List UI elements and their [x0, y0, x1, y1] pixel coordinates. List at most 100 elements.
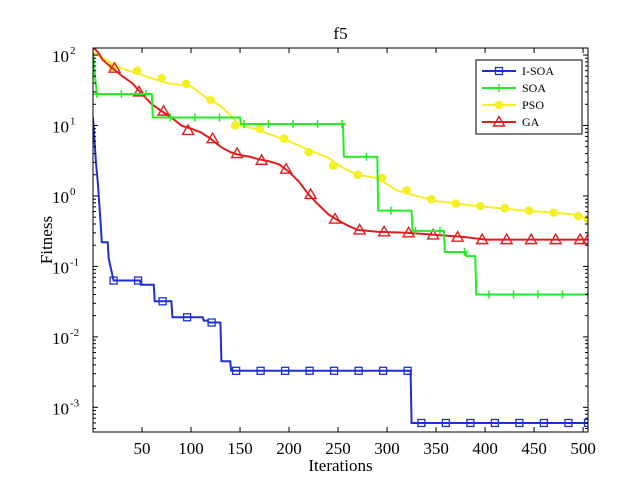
- marker-triangle: [205, 131, 220, 144]
- marker-plus: [460, 248, 469, 257]
- marker-circle: [573, 211, 583, 221]
- marker-triangle: [303, 187, 318, 200]
- series-line: [93, 51, 588, 221]
- marker-triangle: [492, 115, 506, 127]
- marker-circle: [304, 147, 313, 157]
- series-line: [93, 48, 588, 241]
- x-tick-label: 150: [227, 439, 253, 458]
- x-tick-label: 200: [276, 439, 302, 458]
- marker-triangle: [352, 222, 367, 235]
- x-axis-label: Iterations: [308, 456, 372, 475]
- marker-triangle: [254, 153, 269, 166]
- marker-triangle: [524, 232, 538, 245]
- x-tick-label: 300: [374, 439, 400, 458]
- marker-plus: [93, 89, 101, 98]
- marker-circle: [279, 134, 289, 143]
- y-tick-label: 10: [52, 118, 69, 137]
- series-group: [93, 48, 588, 428]
- marker-triangle: [401, 225, 416, 238]
- marker-square: [133, 276, 143, 285]
- marker-circle: [157, 73, 166, 83]
- marker-square: [441, 418, 451, 428]
- x-tick-label: 250: [325, 439, 351, 458]
- marker-circle: [181, 79, 191, 89]
- marker-square: [207, 318, 216, 327]
- series-ga: [93, 48, 588, 245]
- legend-entry: SOA: [482, 81, 546, 95]
- marker-circle: [524, 206, 534, 215]
- marker-square: [417, 418, 426, 428]
- series-soa: [93, 52, 588, 299]
- marker-square: [403, 366, 412, 375]
- marker-circle: [426, 194, 436, 204]
- marker-plus: [264, 120, 273, 129]
- marker-circle: [353, 170, 362, 180]
- marker-triangle: [475, 232, 489, 245]
- marker-plus: [337, 120, 346, 129]
- marker-triangle: [426, 228, 440, 240]
- chart-title: f5: [333, 24, 347, 43]
- marker-circle: [500, 203, 509, 213]
- marker-plus: [117, 89, 126, 98]
- marker-plus: [313, 120, 322, 129]
- marker-circle: [377, 173, 387, 183]
- marker-triangle: [156, 104, 171, 116]
- x-tick-label: 450: [521, 439, 547, 458]
- marker-plus: [239, 120, 248, 129]
- marker-plus: [485, 290, 493, 299]
- marker-plus: [411, 226, 420, 235]
- marker-circle: [402, 186, 411, 195]
- marker-square: [305, 366, 314, 375]
- x-tick-label: 500: [570, 439, 596, 458]
- marker-triangle: [548, 232, 563, 245]
- legend-label: PSO: [522, 98, 544, 112]
- marker-square: [280, 366, 290, 375]
- marker-triangle: [573, 232, 587, 245]
- marker-circle: [206, 95, 215, 105]
- marker-square: [231, 366, 241, 375]
- y-tick-label: 10: [52, 329, 69, 348]
- x-tick-label: 350: [423, 439, 449, 458]
- marker-triangle: [377, 224, 391, 237]
- y-tick-exponent: 0: [70, 186, 76, 198]
- marker-plus: [362, 152, 371, 161]
- marker-triangle: [450, 230, 465, 242]
- marker-square: [539, 418, 549, 428]
- marker-circle: [230, 121, 240, 130]
- y-axis-label: Fitness: [37, 216, 56, 264]
- marker-plus: [386, 206, 395, 215]
- marker-square: [583, 418, 588, 428]
- marker-circle: [328, 161, 338, 170]
- marker-plus: [534, 290, 543, 299]
- marker-square: [515, 418, 524, 428]
- marker-plus: [141, 89, 150, 98]
- marker-triangle: [132, 84, 146, 97]
- marker-square: [494, 66, 504, 76]
- x-tick-label: 50: [134, 439, 151, 458]
- marker-square: [109, 276, 118, 285]
- axes-box: [92, 47, 589, 433]
- legend-entry: GA: [482, 115, 540, 129]
- legend-entry: PSO: [482, 98, 544, 112]
- marker-square: [256, 366, 265, 375]
- marker-triangle: [107, 61, 122, 73]
- legend-label: I-SOA: [522, 64, 554, 78]
- series-line: [93, 117, 588, 424]
- marker-circle: [132, 66, 142, 75]
- marker-square: [329, 366, 339, 375]
- marker-square: [182, 313, 192, 322]
- y-tick-exponent: -1: [70, 256, 79, 268]
- marker-square: [378, 366, 388, 375]
- y-tick-exponent: -2: [70, 327, 79, 339]
- marker-square: [354, 366, 363, 375]
- y-tick-exponent: -3: [70, 397, 80, 409]
- marker-triangle: [279, 162, 293, 174]
- marker-circle: [475, 201, 485, 211]
- legend-label: SOA: [522, 81, 546, 95]
- y-tick-label: 10: [52, 258, 69, 277]
- legend: I-SOA SOA PSO GA: [475, 59, 583, 135]
- marker-triangle: [581, 232, 588, 245]
